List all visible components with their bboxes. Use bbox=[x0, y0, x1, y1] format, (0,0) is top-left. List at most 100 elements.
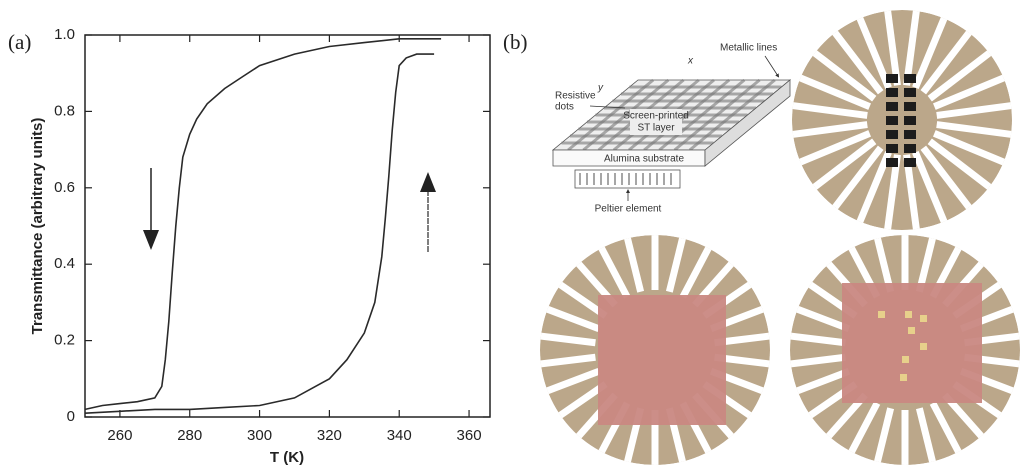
strip-gap bbox=[808, 138, 877, 193]
pixel bbox=[904, 74, 916, 83]
heating-arrowhead bbox=[420, 172, 436, 192]
y-tick-label: 0.6 bbox=[54, 179, 75, 196]
strip-gap bbox=[541, 368, 601, 396]
pixel bbox=[886, 74, 898, 83]
strip-gap bbox=[932, 130, 1010, 168]
label-back bbox=[596, 153, 692, 164]
pixel bbox=[886, 130, 898, 139]
pixel bbox=[904, 130, 916, 139]
strip-gap bbox=[792, 121, 868, 139]
pixel bbox=[904, 102, 916, 111]
pointer bbox=[589, 105, 626, 109]
strip-gap bbox=[936, 101, 1012, 119]
strip-gap bbox=[794, 72, 872, 110]
pixel bbox=[904, 116, 916, 125]
photo-device bbox=[792, 10, 1012, 230]
x-tick-label: 360 bbox=[457, 427, 482, 444]
diagram-label: x bbox=[687, 56, 694, 67]
pixel bbox=[886, 102, 898, 111]
strip-gap bbox=[596, 242, 631, 299]
y-axis-title: Transmittance (arbitrary units) bbox=[29, 118, 46, 335]
diagram-label: ST layer bbox=[637, 123, 675, 134]
pixel bbox=[904, 144, 916, 153]
strip-gap bbox=[794, 130, 872, 168]
x-tick-label: 320 bbox=[317, 427, 342, 444]
strip-gap bbox=[829, 145, 884, 214]
strip-gap bbox=[790, 332, 846, 347]
strip-gap bbox=[554, 381, 608, 422]
x-tick-label: 280 bbox=[177, 427, 202, 444]
strip-gap bbox=[791, 304, 851, 332]
grid-stripe bbox=[643, 78, 731, 152]
strip-gap bbox=[665, 235, 688, 293]
diagram-label: dots bbox=[555, 102, 574, 113]
strip-gap bbox=[540, 332, 596, 347]
x-tick-label: 300 bbox=[247, 427, 272, 444]
panel-label: (b) bbox=[503, 30, 528, 54]
strip-gap bbox=[929, 401, 964, 458]
strip-gap bbox=[554, 278, 608, 319]
diagram-label: Screen-printed bbox=[623, 111, 689, 122]
strip-gap bbox=[829, 26, 884, 95]
strip-gap bbox=[903, 154, 921, 230]
grid-stripe bbox=[688, 78, 776, 152]
cooling-arrowhead bbox=[143, 230, 159, 250]
diagram-label: Peltier element bbox=[595, 204, 662, 215]
pixel bbox=[886, 116, 898, 125]
strip-gap bbox=[872, 407, 895, 465]
strip-gap bbox=[883, 154, 901, 230]
diagram-label: Alumina substrate bbox=[604, 154, 684, 165]
strip-gap bbox=[915, 235, 938, 293]
pointer bbox=[764, 55, 780, 78]
strip-gap bbox=[927, 138, 996, 193]
pixel bbox=[904, 158, 916, 167]
pixel bbox=[904, 88, 916, 97]
strip-gap bbox=[883, 10, 901, 86]
strip-gap bbox=[792, 101, 868, 119]
panel-label: (a) bbox=[8, 30, 31, 54]
pixel bbox=[886, 158, 898, 167]
diagram-label: y bbox=[597, 83, 604, 94]
photo-device bbox=[790, 235, 1020, 465]
schematic: Metallic lines x y Resistive dots Screen… bbox=[551, 43, 792, 215]
x-tick-label: 340 bbox=[387, 427, 412, 444]
photo-device bbox=[540, 235, 770, 465]
y-tick-label: 0.8 bbox=[54, 102, 75, 119]
pixel bbox=[886, 88, 898, 97]
x-tick-label: 260 bbox=[107, 427, 132, 444]
x-axis-title: T (K) bbox=[270, 449, 304, 466]
series-line bbox=[84, 38, 442, 411]
strip-gap bbox=[920, 145, 975, 214]
pixel bbox=[886, 144, 898, 153]
plot-frame bbox=[84, 34, 491, 418]
diagram-label: Resistive bbox=[555, 91, 596, 102]
y-tick-label: 0 bbox=[67, 408, 75, 425]
strip-gap bbox=[912, 150, 950, 228]
y-tick-label: 1.0 bbox=[54, 26, 75, 43]
strip-gap bbox=[927, 47, 996, 102]
strip-gap bbox=[854, 12, 892, 90]
strip-gap bbox=[920, 26, 975, 95]
strip-gap bbox=[854, 150, 892, 228]
y-tick-label: 0.4 bbox=[54, 255, 75, 272]
label-back bbox=[630, 109, 682, 135]
peltier-stripes bbox=[579, 173, 672, 185]
strip-gap bbox=[540, 353, 596, 368]
strip-gap bbox=[903, 10, 921, 86]
strip-gap bbox=[679, 242, 714, 299]
strip-gap bbox=[915, 407, 938, 465]
strip-gap bbox=[541, 304, 601, 332]
substrate-side bbox=[704, 79, 791, 167]
strip-gap bbox=[932, 72, 1010, 110]
strip-gap bbox=[808, 47, 877, 102]
diagram-label: Metallic lines bbox=[720, 43, 777, 54]
grid-stripe bbox=[673, 78, 761, 152]
y-tick-label: 0.2 bbox=[54, 332, 75, 349]
grid-stripe bbox=[658, 78, 746, 152]
strip-gap bbox=[846, 401, 881, 458]
strip-gap bbox=[912, 12, 950, 90]
series-line bbox=[84, 53, 435, 414]
strip-gap bbox=[622, 235, 645, 293]
strip-gap bbox=[791, 368, 851, 396]
